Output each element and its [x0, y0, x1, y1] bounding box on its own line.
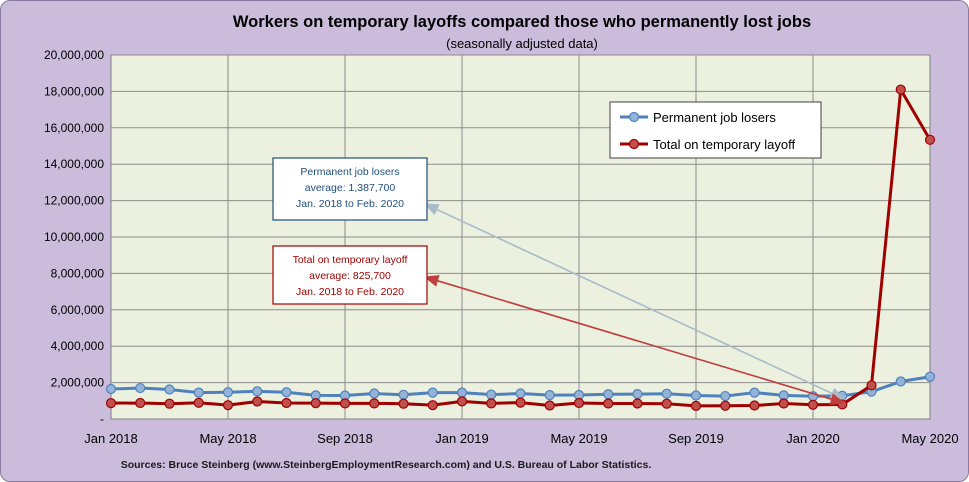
data-point [632, 388, 643, 400]
annotation-text: average: 1,387,700 [305, 182, 396, 194]
data-point [339, 398, 351, 409]
gridlines [111, 54, 930, 419]
data-point [193, 397, 204, 408]
y-axis: - 2,000,000 4,000,000 6,000,000 8,000,000 10,… [44, 48, 104, 426]
data-point [398, 389, 409, 400]
legend-label: Permanent job losers [653, 110, 776, 125]
data-point [661, 388, 672, 399]
y-tick-label: 10,000,000 [44, 230, 104, 244]
y-tick-label: 14,000,000 [44, 157, 104, 171]
x-axis: Jan 2018 May 2018 Sep 2018 Jan 2019 May 2019… [84, 431, 958, 446]
annotation-text: Total on temporary layoff [293, 254, 408, 266]
data-point [456, 396, 468, 407]
data-point [778, 398, 789, 409]
data-point [164, 384, 175, 395]
data-point [222, 400, 234, 411]
x-tick-label: May 2019 [550, 431, 607, 446]
y-tick-label: 18,000,000 [44, 84, 104, 98]
data-point [603, 389, 614, 400]
data-point [749, 387, 760, 398]
legend-swatch-marker [628, 111, 640, 123]
data-point [603, 398, 614, 409]
annotation-box [272, 157, 428, 221]
y-tick-label: 20,000,000 [44, 48, 104, 62]
annotation-text: Jan. 2018 to Feb. 2020 [296, 198, 404, 210]
x-tick-label: Jan 2020 [786, 431, 840, 446]
annotation-box [272, 245, 428, 305]
y-tick-label: - [100, 412, 104, 426]
data-point [720, 390, 731, 402]
data-point [924, 134, 936, 145]
data-point [895, 84, 906, 95]
data-point [427, 400, 438, 411]
annotation-arrow [424, 203, 846, 400]
data-point [105, 398, 117, 409]
data-point [866, 380, 877, 391]
source-note: Sources: Bruce Steinberg (www.SteinbergE… [121, 459, 652, 471]
series-layer [105, 84, 936, 411]
data-point [515, 388, 526, 399]
x-tick-label: Sep 2018 [317, 431, 373, 446]
data-point [544, 390, 555, 401]
data-point [135, 397, 146, 409]
data-point [281, 387, 292, 398]
data-point [135, 382, 146, 394]
y-tick-label: 16,000,000 [44, 121, 104, 135]
x-tick-label: May 2020 [901, 431, 958, 446]
y-tick-label: 2,000,000 [51, 376, 105, 390]
data-point [369, 398, 380, 409]
data-point [105, 383, 117, 395]
data-point [252, 396, 263, 407]
x-tick-label: Sep 2019 [668, 431, 724, 446]
data-point [573, 397, 585, 409]
data-point [281, 397, 292, 409]
legend: Permanent job losers Total on temporary l… [609, 101, 822, 159]
data-point [310, 398, 321, 409]
chart-title: Workers on temporary layoffs compared th… [233, 13, 811, 31]
y-tick-label: 12,000,000 [44, 194, 104, 208]
data-point [369, 388, 380, 399]
data-point [924, 371, 936, 382]
data-point [807, 399, 819, 410]
data-point [515, 397, 526, 408]
legend-box [609, 101, 822, 159]
data-point [632, 398, 643, 409]
annotation-text: Permanent job losers [300, 166, 399, 178]
y-tick-label: 4,000,000 [51, 339, 105, 353]
data-point [690, 400, 702, 411]
data-point [222, 387, 234, 398]
annotation-text: average: 825,700 [309, 270, 391, 282]
data-point [164, 398, 175, 409]
annotation-layer: Permanent job losers average: 1,387,700 Ja… [272, 157, 846, 405]
data-point [427, 387, 438, 398]
annotation-arrow [424, 276, 846, 405]
x-tick-label: Jan 2019 [435, 431, 489, 446]
data-point [690, 390, 702, 401]
data-point [661, 398, 672, 409]
data-point [749, 400, 760, 411]
data-point [193, 387, 204, 398]
legend-label: Total on temporary layoff [653, 137, 795, 152]
data-point [398, 398, 409, 409]
chart-subtitle: (seasonally adjusted data) [446, 36, 598, 51]
data-point [456, 387, 468, 398]
y-tick-label: 6,000,000 [51, 303, 105, 317]
x-tick-label: Jan 2018 [84, 431, 138, 446]
data-point [895, 376, 906, 387]
data-point [486, 398, 497, 409]
data-point [720, 400, 731, 411]
annotation-text: Jan. 2018 to Feb. 2020 [296, 286, 404, 298]
y-tick-label: 8,000,000 [51, 266, 105, 280]
x-tick-label: May 2018 [199, 431, 256, 446]
data-point [252, 386, 263, 397]
data-point [486, 389, 497, 400]
data-point [544, 400, 555, 411]
legend-swatch-marker [628, 138, 640, 150]
